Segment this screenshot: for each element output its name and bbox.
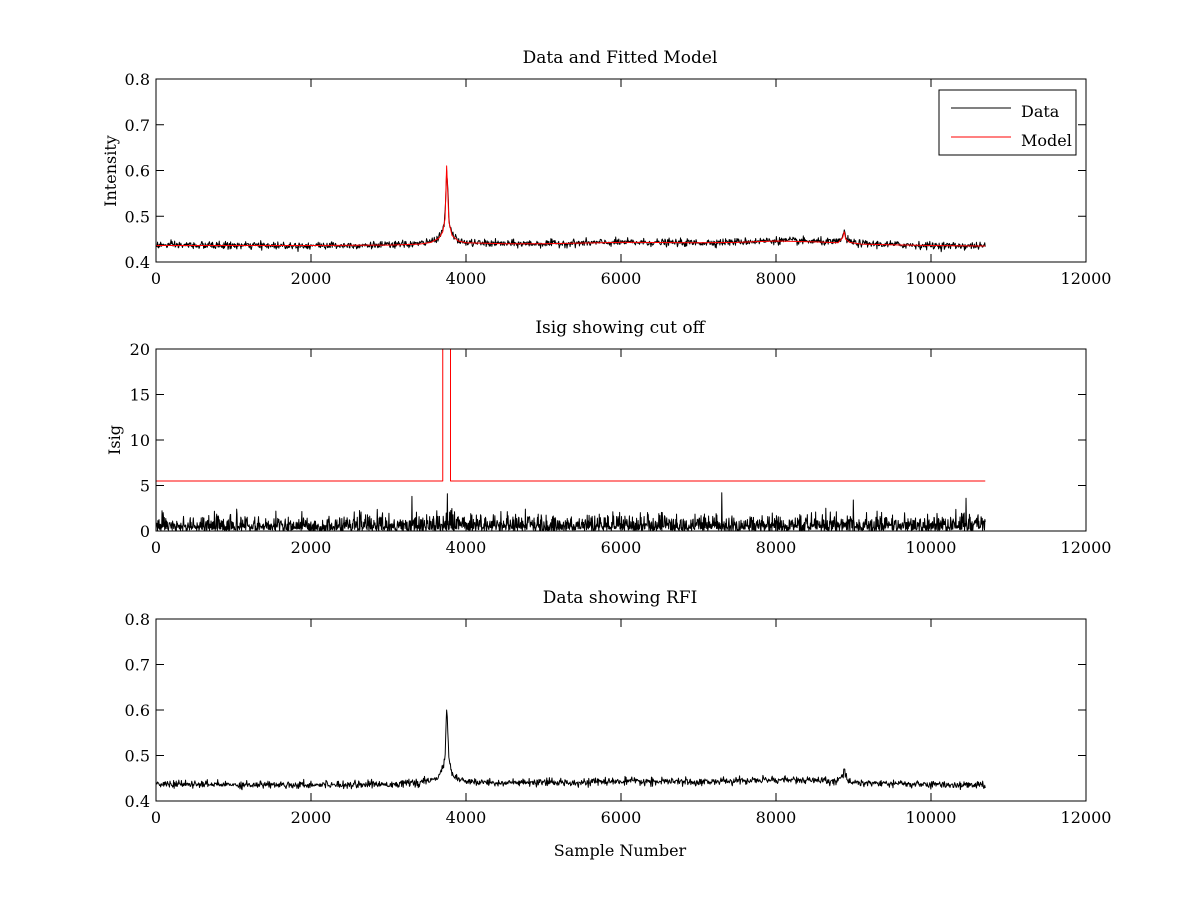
panel-isig-cutoff: Isig showing cut off Isig 0 2000 4000 6000 8… [105, 318, 1111, 557]
y-tick-label: 10 [130, 431, 150, 450]
x-tick-label: 0 [151, 269, 161, 288]
x-tick-label: 8000 [756, 538, 797, 557]
y-tick-label: 0 [140, 522, 150, 541]
x-tick-label: 4000 [446, 538, 487, 557]
panel-data-and-model: Data and Fitted Model Intensity 0 2000 400… [101, 48, 1111, 288]
x-tick-label: 4000 [446, 269, 487, 288]
x-tick-label: 0 [151, 538, 161, 557]
x-tick-label: 6000 [601, 808, 642, 827]
x-tick-label: 2000 [291, 808, 332, 827]
y-tick-label: 0.6 [125, 701, 150, 720]
legend-label-data: Data [1021, 102, 1060, 121]
y-tick-label: 20 [130, 340, 150, 359]
plot-area [156, 709, 986, 791]
x-tick-label: 8000 [756, 808, 797, 827]
x-tick-label: 0 [151, 808, 161, 827]
y-tick-label: 0.8 [125, 610, 150, 629]
y-axis-label: Isig [105, 425, 124, 455]
y-tick-label: 0.7 [125, 656, 150, 675]
plot-area [156, 165, 986, 253]
y-tick-label: 0.4 [125, 792, 150, 811]
x-tick-label: 6000 [601, 269, 642, 288]
y-tick-label: 0.7 [125, 116, 150, 135]
x-tick-label: 12000 [1061, 538, 1112, 557]
x-tick-label: 10000 [906, 538, 957, 557]
legend: Data Model [938, 89, 1077, 156]
legend-label-model: Model [1021, 131, 1072, 150]
panel-title: Data and Fitted Model [523, 48, 718, 68]
x-tick-label: 10000 [906, 269, 957, 288]
x-tick-label: 2000 [291, 538, 332, 557]
y-tick-label: 0.5 [125, 747, 150, 766]
y-axis-label: Intensity [101, 135, 120, 207]
y-tick-label: 0.8 [125, 70, 150, 89]
series-line-data [156, 170, 986, 253]
panel-title: Isig showing cut off [535, 318, 706, 338]
plot-area [156, 349, 986, 531]
x-tick-label: 4000 [446, 808, 487, 827]
legend-box [938, 89, 1077, 156]
y-tick-label: 5 [140, 477, 150, 496]
x-tick-label: 6000 [601, 538, 642, 557]
panel-title: Data showing RFI [543, 588, 698, 608]
panel-data-showing-rfi: Data showing RFI Sample Number 0 2000 4000… [125, 588, 1112, 860]
x-tick-label: 12000 [1061, 269, 1112, 288]
x-tick-label: 12000 [1061, 808, 1112, 827]
y-tick-label: 15 [130, 386, 150, 405]
y-tick-label: 0.6 [125, 162, 150, 181]
series-line-series-1 [156, 349, 986, 482]
x-axis-label: Sample Number [554, 841, 687, 860]
series-line-series-0 [156, 492, 986, 531]
series-line-model [156, 165, 986, 247]
y-tick-label: 0.4 [125, 253, 150, 272]
x-tick-label: 8000 [756, 269, 797, 288]
x-tick-label: 10000 [906, 808, 957, 827]
y-tick-label: 0.5 [125, 207, 150, 226]
series-line-series-0 [156, 709, 986, 791]
x-tick-label: 2000 [291, 269, 332, 288]
